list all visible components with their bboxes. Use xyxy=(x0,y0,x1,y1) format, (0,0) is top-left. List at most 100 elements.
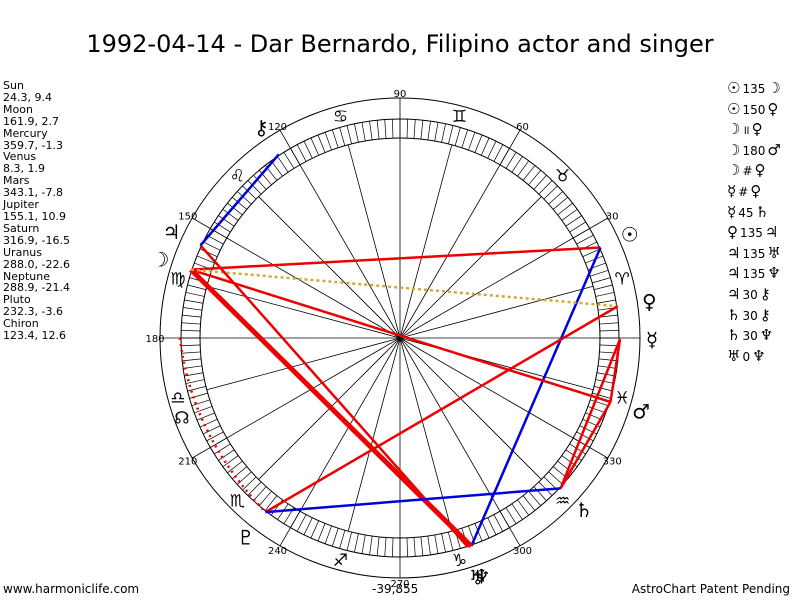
degree-tick xyxy=(182,314,202,318)
degree-tick xyxy=(468,132,476,151)
aspect-planet-glyph: ♃ xyxy=(764,223,779,242)
aspect-line xyxy=(470,246,602,547)
aspect-line xyxy=(190,246,601,271)
aspect-planet-glyph: ♃ xyxy=(727,243,741,262)
degree-tick xyxy=(203,425,221,435)
aspect-angle: 45 xyxy=(738,205,754,220)
spoke-line xyxy=(191,217,401,339)
chart-title: 1992-04-14 - Dar Bernardo, Filipino acto… xyxy=(86,30,714,58)
planet-glyph-uranus: ♅ xyxy=(469,566,487,590)
degree-tick xyxy=(189,392,208,399)
planet-values-venus: 8.3, 1.9 xyxy=(3,162,45,176)
degree-tick xyxy=(376,536,380,556)
degree-tick xyxy=(222,208,239,221)
degree-tick xyxy=(258,490,272,506)
degree-tick xyxy=(517,160,530,177)
degree-tick xyxy=(427,536,431,555)
aspect-planet-glyph: ♅ xyxy=(767,243,781,262)
aspect-row: ☽ # ♀ xyxy=(727,160,781,181)
degree-tick xyxy=(582,248,601,257)
zodiac-sign-glyph: ♎ xyxy=(170,389,185,409)
aspect-planet-glyph: ☉ xyxy=(727,99,741,118)
degree-tick xyxy=(183,307,202,311)
degree-tick xyxy=(227,460,243,474)
aspect-line xyxy=(190,268,611,404)
aspect-angle: 30 xyxy=(742,329,758,344)
degree-tick xyxy=(596,299,616,304)
degree-tick xyxy=(369,536,373,555)
aspect-row: ♀ 135 ♃ xyxy=(727,222,781,243)
degree-tick xyxy=(561,208,578,221)
degree-tick xyxy=(557,202,573,216)
planet-values-uranus: 288.0, -22.6 xyxy=(3,257,70,271)
degree-tick xyxy=(592,277,611,284)
aspect-angle: 135 xyxy=(740,226,763,241)
spoke-line xyxy=(399,285,594,339)
degree-tick xyxy=(277,156,289,173)
spoke-line xyxy=(399,196,542,339)
degree-tick xyxy=(237,471,252,485)
degree-tick xyxy=(222,455,239,468)
aspect-planet-glyph: ☽ xyxy=(727,140,741,159)
degree-tick xyxy=(218,449,235,461)
aspect-row: ♄ 30 ♆ xyxy=(727,325,781,346)
planet-name-neptune: Neptune xyxy=(3,269,51,283)
planet-name-uranus: Uranus xyxy=(3,245,42,259)
degree-tick xyxy=(481,137,490,156)
degree-tick xyxy=(346,531,352,551)
degree-tick xyxy=(548,191,563,205)
aspect-planet-glyph: ☿ xyxy=(727,202,737,221)
degree-tick xyxy=(331,528,339,547)
planet-glyph-chiron: ⚷ xyxy=(254,116,269,140)
degree-tick xyxy=(303,141,313,159)
spoke-line xyxy=(206,285,401,339)
degree-tick xyxy=(247,180,262,195)
degree-tick xyxy=(538,180,553,195)
degree-tick xyxy=(522,495,536,511)
aspect-line xyxy=(559,338,622,489)
spoke-line xyxy=(399,337,609,459)
aspect-angle: 135 xyxy=(742,267,766,282)
degree-label: 270 xyxy=(390,579,409,590)
zodiac-signs: ♈ ♉ ♊ ♋ ♌ ♍ ♎ ♏ ♐ ♑ ♒ ♓ ☊ xyxy=(170,107,630,571)
degree-tick xyxy=(569,443,586,455)
degree-tick xyxy=(354,533,359,553)
degree-tick xyxy=(533,175,547,190)
spoke-line xyxy=(347,144,401,339)
degree-tick xyxy=(253,486,267,501)
aspect-row: ☽ 180 ♂ xyxy=(727,140,781,161)
planet-glyph-sun: ☉ xyxy=(621,222,639,246)
degree-label: 150 xyxy=(178,212,197,223)
degree-tick xyxy=(296,144,307,162)
degree-tick xyxy=(593,284,613,290)
degree-tick xyxy=(253,175,267,190)
aspect-planet-glyph: ⚷ xyxy=(759,284,771,303)
degree-tick xyxy=(434,122,439,142)
aspect-planet-glyph: ☽ xyxy=(727,120,741,139)
degree-tick xyxy=(413,119,416,139)
degree-tick xyxy=(184,372,204,377)
aspect-line xyxy=(559,401,612,489)
zodiac-sign-glyph: ♓ xyxy=(615,389,630,409)
degree-label: 60 xyxy=(516,122,529,133)
aspect-planet-glyph: ♂ xyxy=(767,140,781,159)
degree-tick xyxy=(427,121,431,140)
degree-tick xyxy=(406,537,408,557)
degree-tick xyxy=(511,503,523,520)
degree-tick xyxy=(247,481,262,496)
aspect-line xyxy=(199,244,469,549)
degree-tick xyxy=(522,165,536,181)
aspect-planet-glyph: ♆ xyxy=(752,346,766,365)
planet-name-moon: Moon xyxy=(3,102,33,116)
degree-tick xyxy=(324,132,332,151)
footer-website: www.harmoniclife.com xyxy=(3,582,140,596)
degree-tick xyxy=(182,358,202,362)
planet-values-neptune: 288.9, -21.4 xyxy=(3,281,70,295)
planet-values-mercury: 359.7, -1.3 xyxy=(3,138,63,152)
planet-name-pluto: Pluto xyxy=(3,293,31,307)
planet-name-saturn: Saturn xyxy=(3,221,40,235)
zodiac-sign-glyph: ♒ xyxy=(555,492,570,512)
aspect-row: ☽ ॥ ♀ xyxy=(727,119,781,140)
spoke-line xyxy=(399,337,521,547)
degree-label: 240 xyxy=(268,546,287,557)
